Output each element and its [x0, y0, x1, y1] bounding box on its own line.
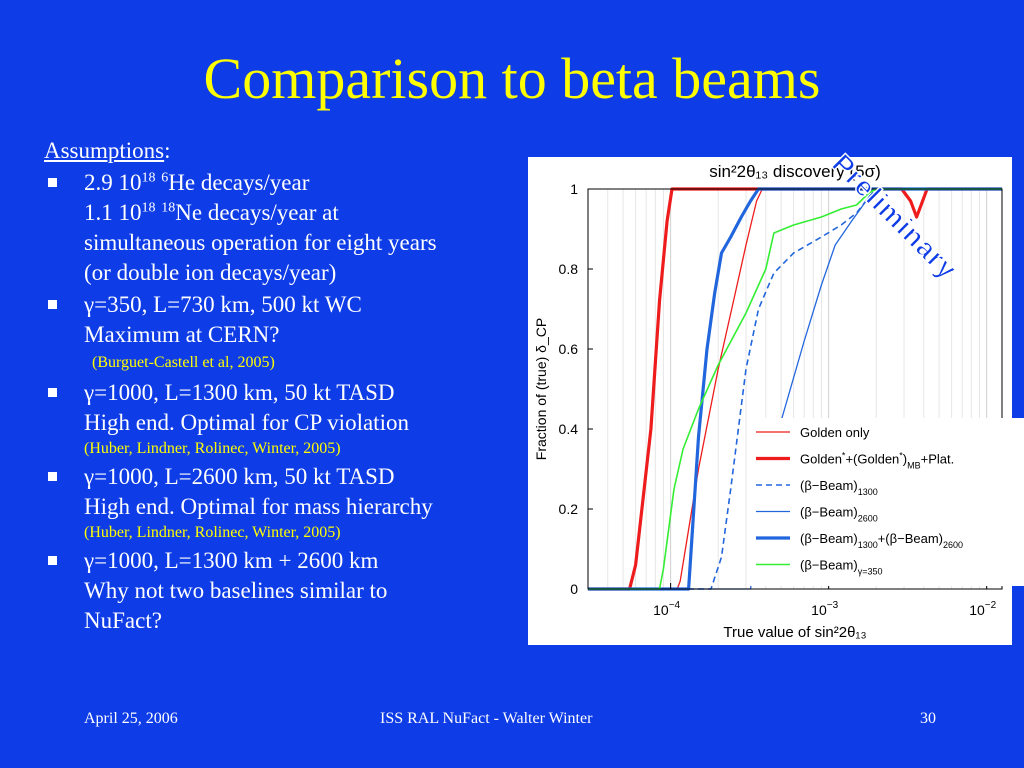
y-axis-label: Fraction of (true) δ_CP — [533, 318, 549, 460]
bullet-line: (or double ion decays/year) — [84, 260, 337, 285]
bullet-marker-icon — [48, 472, 57, 481]
x-axis-label: True value of sin²2θ₁₃ — [723, 624, 866, 641]
bullet-line: simultaneous operation for eight years — [84, 230, 437, 255]
y-tick-label: 0.8 — [559, 261, 579, 277]
bullet-item: 2.9 1018 6He decays/year 1.1 1018 18Ne de… — [44, 168, 534, 288]
superscript: 18 — [161, 200, 176, 216]
bullet-marker-icon — [48, 300, 57, 309]
reference-citation: (Burguet-Castell et al, 2005) — [92, 354, 275, 371]
legend-label-part: γ=350 — [858, 567, 883, 577]
legend-label-part: +(Golden — [845, 452, 899, 467]
bullet-item: γ=1000, L=2600 km, 50 kt TASD High end. O… — [44, 462, 534, 544]
assumptions-colon: : — [164, 138, 171, 163]
legend-label-part: MB — [907, 461, 921, 471]
bullet-line: γ=1000, L=2600 km, 50 kt TASD — [84, 464, 395, 489]
legend-label-part: (β−Beam) — [800, 558, 858, 573]
legend-label: Golden*+(Golden*)MB+Plat. — [800, 451, 954, 471]
x-tick-label: 10−2 — [969, 600, 996, 618]
legend-label-part: +Plat. — [921, 452, 955, 467]
bullet-marker-icon — [48, 178, 57, 187]
plot-frame — [587, 188, 1003, 590]
bullet-marker-icon — [48, 556, 57, 565]
bullet-line: High end. Optimal for mass hierarchy — [84, 494, 433, 519]
legend-label: (β−Beam)1300 — [800, 478, 878, 497]
legend-svg: Golden onlyGolden*+(Golden*)MB+Plat.(β−B… — [756, 425, 963, 577]
legend-label-part: * — [899, 451, 903, 461]
legend-label-part: ) — [903, 452, 907, 467]
bullet-item: γ=350, L=730 km, 500 kt WC Maximum at CER… — [44, 290, 534, 374]
superscript: 18 — [141, 170, 156, 186]
legend-label-part: 2600 — [943, 540, 963, 550]
legend-label-part: +(β−Beam) — [878, 531, 943, 546]
footer-date: April 25, 2006 — [84, 710, 178, 727]
legend-label-part: (β−Beam) — [800, 505, 858, 520]
legend-label-part: (β−Beam) — [800, 478, 858, 493]
bullet-list: 2.9 1018 6He decays/year 1.1 1018 18Ne de… — [44, 168, 534, 636]
legend-label: (β−Beam)1300+(β−Beam)2600 — [800, 531, 963, 550]
assumptions-label: Assumptions — [44, 138, 165, 163]
slide-title: Comparison to beta beams — [203, 46, 821, 111]
y-tick-label: 1 — [570, 181, 578, 197]
bullet-text: 2.9 10 — [84, 170, 142, 195]
bullet-text: He decays/year — [168, 170, 310, 195]
legend-label-part: 1300 — [858, 540, 878, 550]
bullet-line: 2.9 1018 6He decays/year — [84, 168, 534, 198]
superscript: 18 — [141, 200, 156, 216]
footer-center: ISS RAL NuFact - Walter Winter — [380, 710, 593, 727]
legend-label-part: 2600 — [858, 514, 878, 524]
reference-citation: (Huber, Lindner, Rolinec, Winter, 2005) — [84, 440, 341, 457]
legend-label-part: Golden only — [800, 425, 870, 440]
bullet-text: 1.1 10 — [84, 200, 142, 225]
x-tick-exponent: −2 — [985, 600, 997, 611]
bullet-item: γ=1000, L=1300 km + 2600 km Why not two b… — [44, 546, 534, 636]
legend-label: Golden only — [800, 425, 870, 440]
series-line — [588, 187, 1002, 591]
bullet-line: γ=1000, L=1300 km, 50 kt TASD — [84, 380, 395, 405]
legend-label-part: Golden — [800, 452, 842, 467]
series-line — [588, 188, 1002, 590]
superscript: 6 — [161, 170, 169, 186]
assumptions-heading: Assumptions: — [44, 136, 534, 166]
bullet-line: γ=1000, L=1300 km + 2600 km — [84, 548, 379, 573]
series-line — [588, 188, 1002, 590]
x-tick-label: 10−4 — [653, 600, 680, 618]
footer: April 25, 2006 ISS RAL NuFact - Walter W… — [0, 710, 1024, 734]
y-tick-label: 0.4 — [559, 421, 579, 437]
bullet-line: Maximum at CERN? — [84, 322, 280, 347]
bullet-line: High end. Optimal for CP violation — [84, 410, 409, 435]
bullet-line: Why not two baselines similar to — [84, 578, 388, 603]
footer-page: 30 — [920, 710, 936, 727]
bullet-line: 1.1 1018 18Ne decays/year at — [84, 198, 534, 228]
y-tick-label: 0 — [570, 581, 578, 597]
legend-label-part: 1300 — [858, 487, 878, 497]
legend-label: (β−Beam)γ=350 — [800, 558, 882, 577]
x-tick-exponent: −4 — [669, 600, 681, 611]
slide-content: Assumptions: 2.9 1018 6He decays/year 1.1… — [44, 136, 534, 636]
bullet-item: γ=1000, L=1300 km, 50 kt TASD High end. O… — [44, 378, 534, 460]
x-tick-label: 10−3 — [811, 600, 838, 618]
legend-label-part: (β−Beam) — [800, 531, 858, 546]
legend-label-part: * — [842, 451, 846, 461]
series-line — [588, 187, 1002, 591]
reference-citation: (Huber, Lindner, Rolinec, Winter, 2005) — [84, 524, 341, 541]
bullet-text: Ne decays/year at — [175, 200, 339, 225]
bullet-marker-icon — [48, 388, 57, 397]
legend-label: (β−Beam)2600 — [800, 505, 878, 524]
series-line — [588, 188, 1002, 590]
y-tick-label: 0.2 — [559, 501, 579, 517]
y-tick-label: 0.6 — [559, 341, 579, 357]
chart-svg: 0 0.2 0.4 0.6 0.8 1 10−4 10−3 10−2 sin²2θ₁₃ disco… — [533, 162, 1003, 641]
bullet-line: γ=350, L=730 km, 500 kt WC — [84, 292, 362, 317]
chart-legend: Golden only Golden*+(Golden*)MB+Plat. (β−B… — [750, 418, 1024, 586]
x-tick-exponent: −3 — [827, 600, 839, 611]
bullet-line: NuFact? — [84, 608, 162, 633]
chart-title: sin²2θ₁₃ discovery (5σ) — [709, 162, 880, 181]
